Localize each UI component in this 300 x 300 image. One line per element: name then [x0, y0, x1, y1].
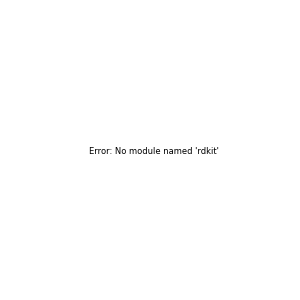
Text: Error: No module named 'rdkit': Error: No module named 'rdkit' [89, 147, 219, 156]
